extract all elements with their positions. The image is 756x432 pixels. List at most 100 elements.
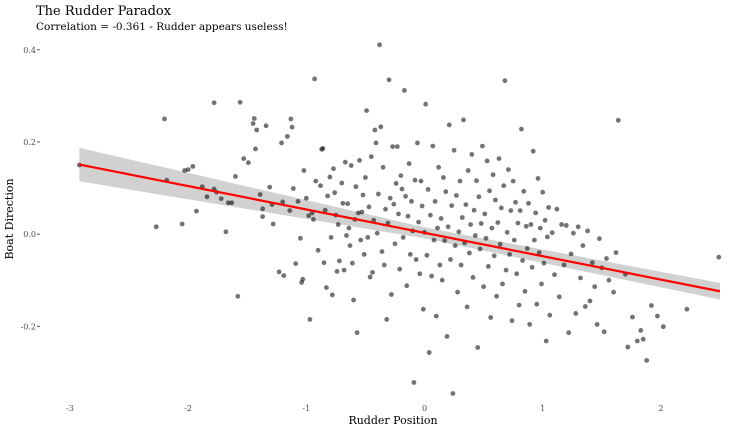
data-point — [354, 330, 360, 336]
data-point — [295, 199, 301, 204]
data-point — [549, 230, 555, 236]
data-point — [520, 258, 525, 263]
data-point — [194, 208, 199, 214]
data-point — [526, 200, 531, 206]
data-point — [439, 277, 445, 283]
data-point — [649, 303, 654, 308]
data-point — [547, 312, 553, 318]
data-point — [185, 167, 191, 173]
data-point — [493, 197, 498, 203]
data-point — [359, 209, 365, 215]
x-tick-label: 2 — [658, 404, 663, 413]
data-point — [293, 261, 299, 266]
data-point — [223, 229, 229, 235]
data-point — [303, 195, 309, 201]
data-point — [281, 273, 287, 278]
data-point — [644, 358, 650, 363]
data-point — [456, 229, 462, 235]
confidence-band — [79, 147, 720, 300]
data-point — [464, 304, 470, 310]
regression-line — [79, 163, 721, 293]
data-point — [324, 285, 329, 290]
data-point — [511, 237, 517, 243]
data-point — [638, 328, 644, 333]
data-point — [615, 117, 621, 123]
data-point — [325, 193, 330, 199]
data-point — [451, 147, 457, 153]
data-point — [716, 254, 722, 260]
data-point — [398, 173, 404, 179]
data-point — [541, 260, 547, 266]
data-point — [429, 273, 434, 279]
data-point — [543, 338, 549, 344]
data-point — [502, 78, 508, 84]
data-point — [575, 224, 581, 230]
data-point — [357, 158, 362, 163]
chart-title: The Rudder Paradox — [36, 4, 172, 19]
data-point — [563, 223, 569, 228]
data-point — [403, 193, 408, 199]
data-point — [458, 262, 464, 268]
data-point — [455, 289, 460, 295]
data-point — [347, 243, 353, 249]
data-point — [437, 262, 443, 268]
data-point — [329, 292, 335, 298]
data-point — [270, 221, 276, 227]
x-axis-title: Rudder Position — [348, 414, 437, 427]
data-point — [481, 284, 486, 290]
data-point — [508, 208, 514, 214]
data-point — [443, 189, 449, 195]
data-point — [503, 267, 509, 273]
data-point — [318, 183, 323, 189]
data-point — [290, 186, 296, 191]
data-point — [566, 330, 572, 336]
data-point — [332, 190, 338, 196]
data-point — [387, 195, 393, 201]
data-point — [438, 216, 444, 221]
data-point — [528, 222, 534, 227]
data-point — [594, 322, 600, 327]
data-point — [454, 193, 459, 198]
data-point — [521, 188, 527, 194]
data-point — [444, 334, 450, 339]
data-point — [267, 184, 273, 190]
data-point — [535, 176, 541, 181]
data-point — [300, 276, 306, 282]
data-point — [470, 275, 476, 280]
data-point — [546, 205, 551, 210]
data-point — [405, 213, 411, 219]
data-point — [276, 269, 282, 275]
data-point — [530, 148, 536, 154]
data-point — [545, 234, 550, 240]
data-point — [415, 140, 420, 146]
data-point — [394, 144, 400, 150]
data-point — [279, 140, 284, 146]
data-point — [571, 230, 576, 236]
data-point — [413, 257, 419, 262]
data-point — [660, 324, 666, 330]
data-point — [496, 156, 502, 162]
data-point — [655, 313, 660, 319]
data-point — [411, 380, 417, 385]
data-point — [409, 199, 414, 204]
data-point — [477, 246, 483, 252]
data-point — [423, 101, 429, 107]
data-point — [568, 251, 574, 257]
data-point — [483, 235, 489, 241]
data-point — [365, 235, 371, 240]
data-point — [285, 134, 290, 139]
data-point — [597, 236, 602, 242]
y-axis-title: Boat Direction — [3, 178, 16, 259]
data-point — [407, 252, 413, 257]
data-point — [254, 127, 260, 133]
data-point — [345, 201, 351, 207]
data-point — [634, 338, 640, 344]
y-tick-label: -0.2 — [21, 322, 36, 331]
data-point — [534, 301, 540, 307]
data-point — [536, 250, 542, 256]
data-point — [391, 201, 397, 207]
data-point — [335, 222, 341, 227]
data-point — [449, 203, 455, 209]
data-point — [468, 222, 473, 227]
